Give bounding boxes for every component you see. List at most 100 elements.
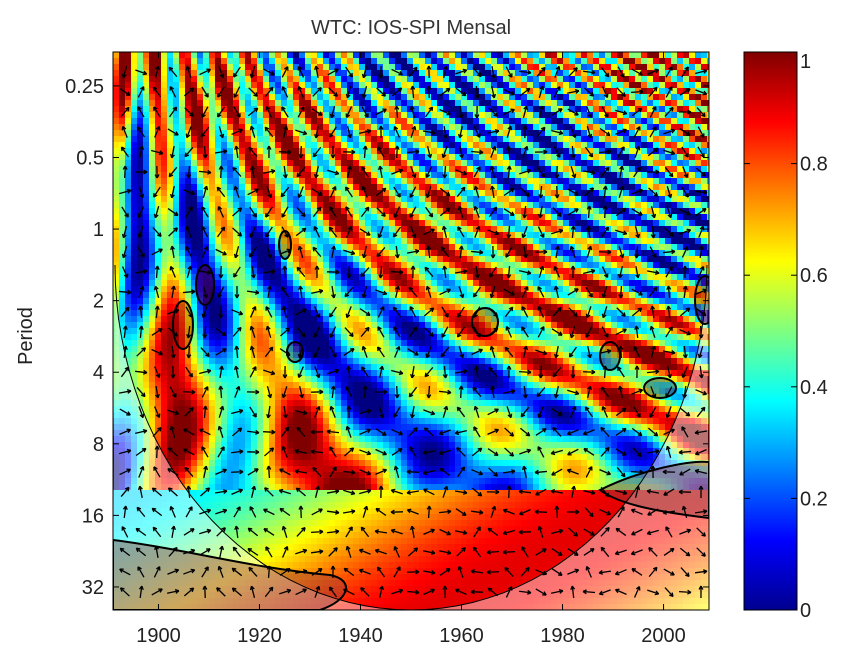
heatmap-cell [677,184,683,190]
heatmap-cell [143,100,149,106]
heatmap-cell [395,148,401,154]
heatmap-cell [119,292,125,298]
heatmap-cell [461,286,467,292]
heatmap-cell [545,244,551,250]
heatmap-cell [413,58,419,64]
heatmap-cell [695,322,701,328]
heatmap-cell [587,292,593,298]
heatmap-cell [521,190,527,196]
heatmap-cell [353,262,359,268]
heatmap-cell [677,136,683,142]
heatmap-cell [599,292,605,298]
heatmap-cell [371,58,377,64]
heatmap-cell [299,244,305,250]
heatmap-cell [575,214,581,220]
heatmap-cell [209,130,215,136]
heatmap-cell [413,142,419,148]
heatmap-cell [431,148,437,154]
heatmap-cell [257,334,263,340]
heatmap-cell [455,316,461,322]
heatmap-cell [593,310,599,316]
heatmap-cell [401,268,407,274]
heatmap-cell [233,220,239,226]
heatmap-cell [257,208,263,214]
heatmap-cell [263,220,269,226]
heatmap-cell [515,208,521,214]
heatmap-cell [527,160,533,166]
heatmap-cell [545,148,551,154]
heatmap-cell [113,316,119,322]
heatmap-cell [161,166,167,172]
heatmap-cell [263,154,269,160]
heatmap-cell [125,322,131,328]
heatmap-cell [647,310,653,316]
heatmap-cell [155,196,161,202]
heatmap-cell [473,220,479,226]
heatmap-cell [377,100,383,106]
heatmap-cell [617,298,623,304]
heatmap-cell [623,130,629,136]
heatmap-cell [689,340,695,346]
heatmap-cell [545,106,551,112]
heatmap-cell [221,292,227,298]
heatmap-cell [143,334,149,340]
heatmap-cell [311,70,317,76]
heatmap-cell [371,262,377,268]
heatmap-cell [215,262,221,268]
heatmap-cell [581,208,587,214]
heatmap-cell [425,142,431,148]
heatmap-cell [485,52,491,58]
heatmap-cell [131,112,137,118]
heatmap-cell [587,286,593,292]
heatmap-cell [413,346,419,352]
heatmap-cell [701,124,707,130]
heatmap-cell [353,322,359,328]
heatmap-cell [299,118,305,124]
heatmap-cell [407,76,413,82]
heatmap-cell [137,178,143,184]
heatmap-cell [395,112,401,118]
heatmap-cell [491,142,497,148]
heatmap-cell [635,82,641,88]
heatmap-cell [371,322,377,328]
heatmap-cell [185,298,191,304]
heatmap-cell [221,52,227,58]
heatmap-cell [599,112,605,118]
heatmap-cell [455,250,461,256]
heatmap-cell [287,298,293,304]
heatmap-cell [383,136,389,142]
heatmap-cell [527,76,533,82]
heatmap-cell [653,184,659,190]
heatmap-cell [257,256,263,262]
heatmap-cell [347,250,353,256]
heatmap-cell [659,88,665,94]
heatmap-cell [467,112,473,118]
heatmap-cell [659,220,665,226]
heatmap-cell [443,244,449,250]
heatmap-cell [485,100,491,106]
heatmap-cell [281,82,287,88]
heatmap-cell [257,58,263,64]
heatmap-cell [605,310,611,316]
heatmap-cell [419,298,425,304]
heatmap-cell [407,94,413,100]
heatmap-cell [149,238,155,244]
heatmap-cell [299,58,305,64]
heatmap-cell [389,238,395,244]
heatmap-cell [641,124,647,130]
heatmap-cell [305,322,311,328]
heatmap-cell [383,118,389,124]
heatmap-cell [191,166,197,172]
heatmap-cell [629,100,635,106]
heatmap-cell [173,322,179,328]
heatmap-cell [287,112,293,118]
heatmap-cell [521,136,527,142]
heatmap-cell [557,184,563,190]
heatmap-cell [317,70,323,76]
heatmap-cell [545,190,551,196]
heatmap-cell [587,148,593,154]
heatmap-cell [533,316,539,322]
heatmap-cell [467,202,473,208]
heatmap-cell [515,268,521,274]
heatmap-cell [383,184,389,190]
